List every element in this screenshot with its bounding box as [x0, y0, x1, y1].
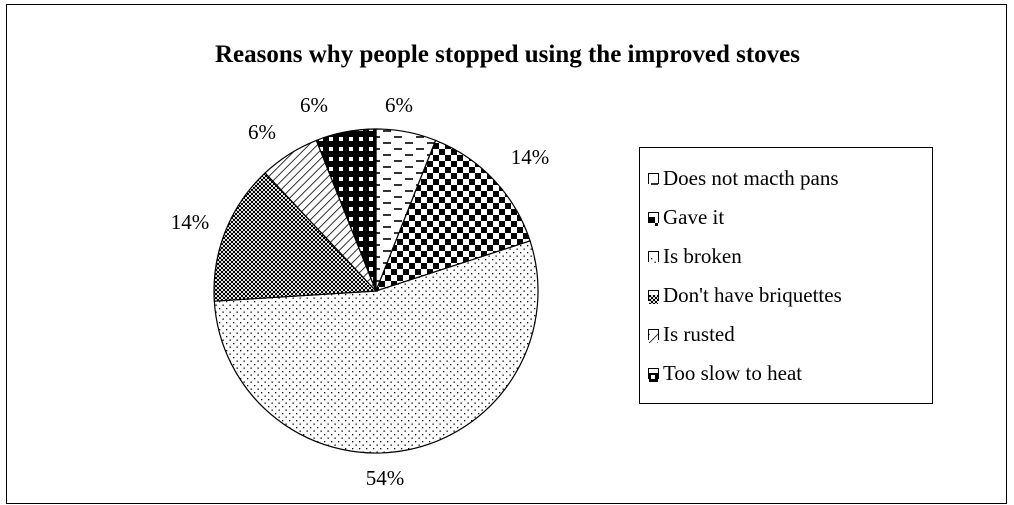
legend-item-gave-it: Gave it	[648, 199, 724, 235]
legend-item-is-rusted: Is rusted	[648, 316, 735, 352]
legend-label: Is broken	[663, 243, 742, 268]
legend-swatch	[648, 172, 659, 187]
legend-swatch	[648, 367, 659, 382]
chart-legend: Does not macth pans Gave it Is broken Don't…	[639, 147, 933, 404]
legend-label: Don't have briquettes	[663, 282, 842, 307]
pie-slice-is-broken	[213, 240, 539, 454]
data-label-too-slow-to-heat: 6%	[300, 93, 328, 117]
data-label-does-not-macth-pans: 6%	[385, 93, 413, 117]
legend-label: Gave it	[663, 204, 725, 229]
legend-label: Does not macth pans	[663, 165, 839, 190]
pie-chart: 6% 14% 54% 14% 6% 6%	[171, 93, 550, 490]
legend-item-does-not-macth-pans: Does not macth pans	[648, 160, 839, 196]
legend-swatch	[648, 289, 659, 304]
legend-swatch	[648, 250, 659, 265]
pie-slice-too-slow-to-heat	[315, 128, 377, 292]
legend-item-is-broken: Is broken	[648, 238, 742, 274]
legend-label: Too slow to heat	[663, 360, 803, 385]
data-label-gave-it: 14%	[511, 145, 550, 169]
legend-label: Is rusted	[663, 321, 735, 346]
legend-swatch	[648, 328, 659, 343]
data-label-is-rusted: 6%	[248, 120, 276, 144]
legend-item-don-t-have-briquettes: Don't have briquettes	[648, 277, 842, 313]
chart-title: Reasons why people stopped using the imp…	[214, 41, 801, 68]
pie-slice-don-t-have-briquettes	[213, 172, 378, 302]
data-label-is-broken: 54%	[366, 466, 405, 490]
chart-frame: 6% 14% 54% 14% 6% 6% Reasons why people stopp…	[6, 4, 1007, 504]
legend-swatch	[648, 211, 659, 226]
data-label-don-t-have-briquettes: 14%	[171, 210, 210, 234]
legend-item-too-slow-to-heat: Too slow to heat	[648, 355, 802, 391]
